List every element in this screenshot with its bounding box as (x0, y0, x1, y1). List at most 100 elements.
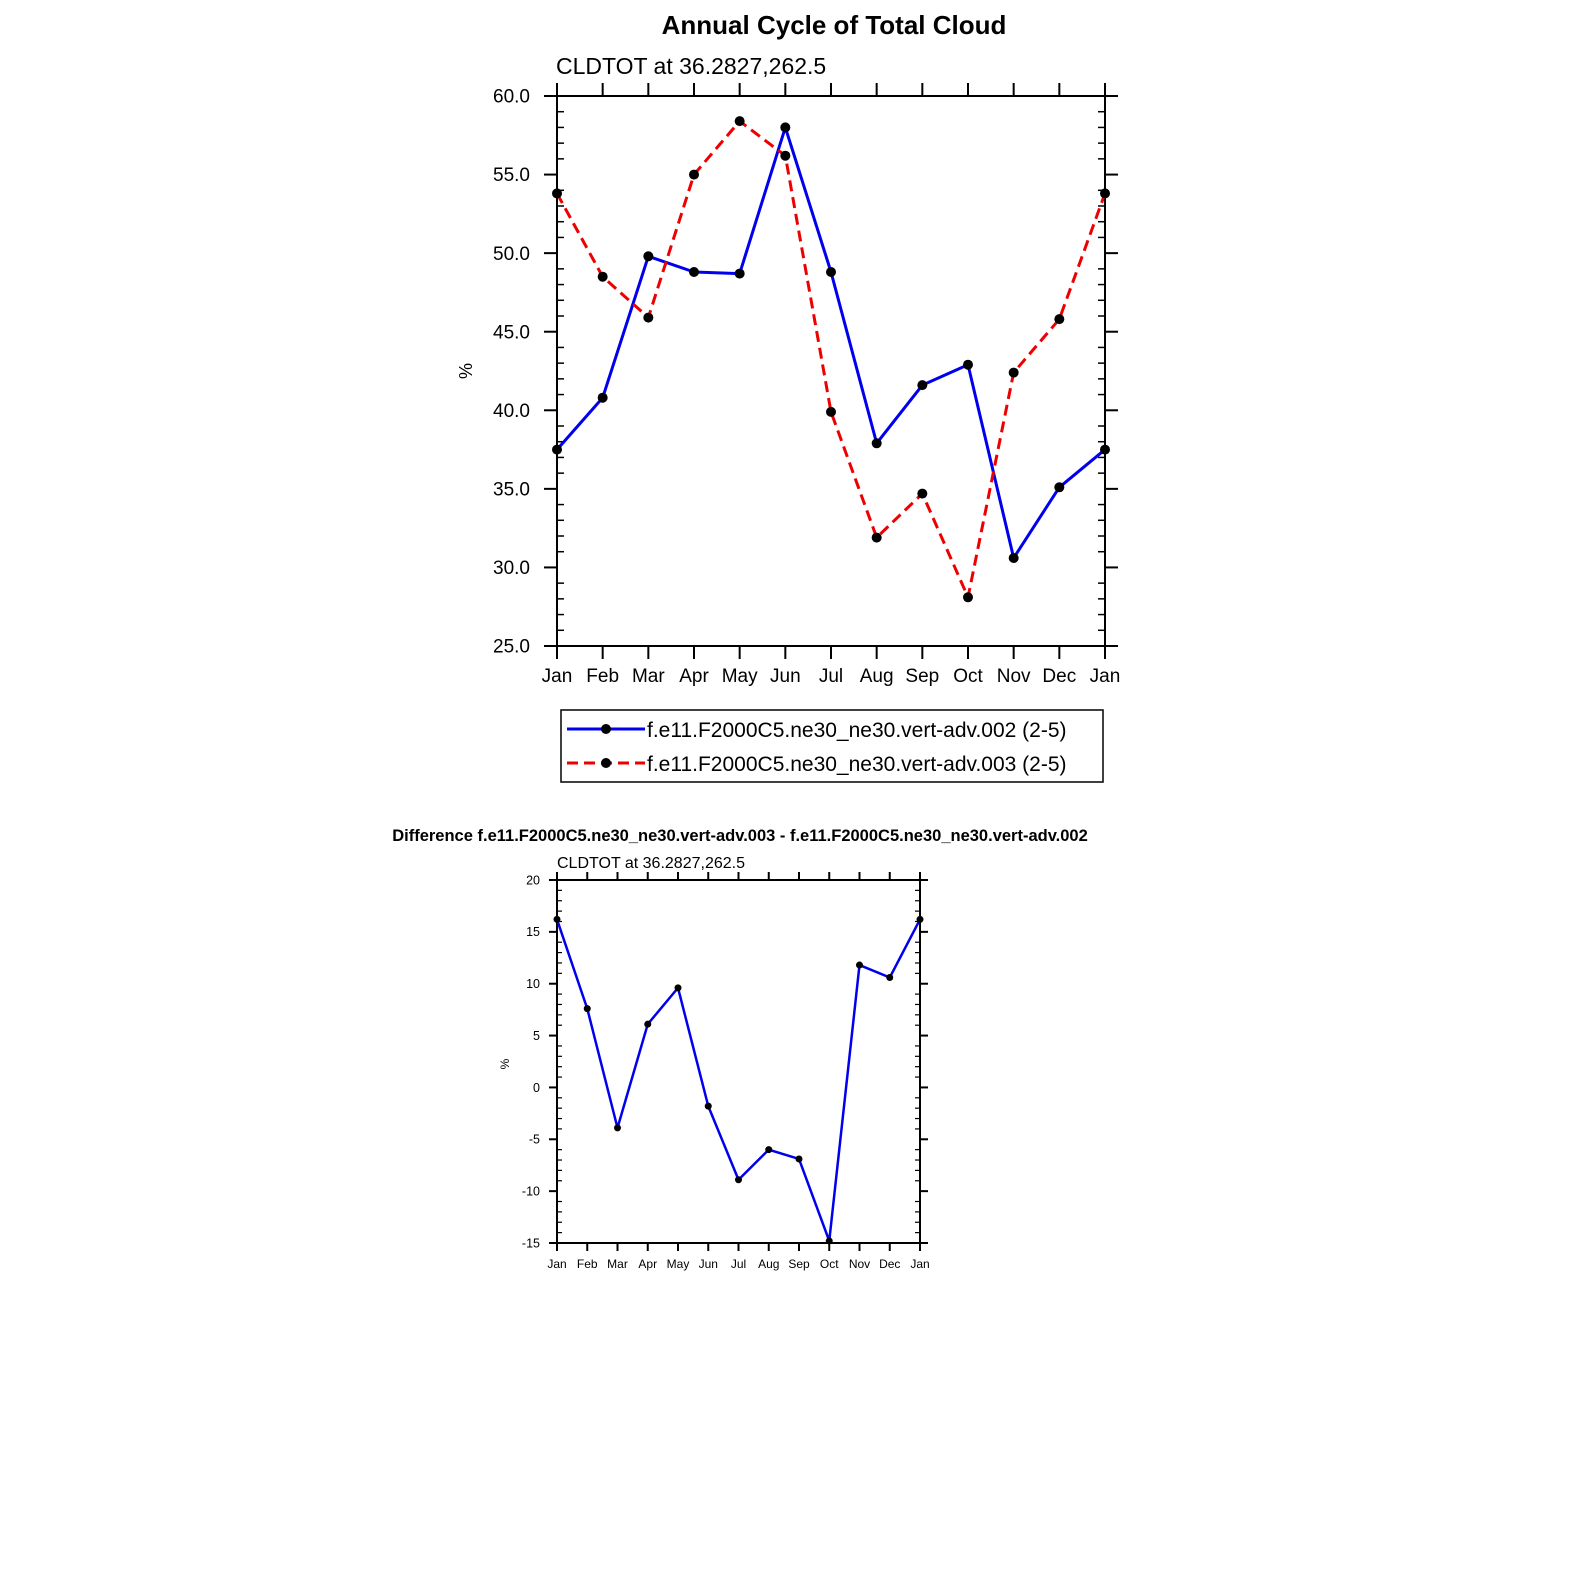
legend-marker-series2 (601, 758, 611, 768)
chart2-xtick-label: Jan (547, 1257, 566, 1271)
chart1-legend: f.e11.F2000C5.ne30_ne30.vert-adv.002 (2-… (560, 709, 1104, 783)
chart1-series-2-point (643, 312, 654, 323)
chart1-plot: Jan Feb Mar Apr May Jun Jul Aug Sep Oct Nov Dec Jan 2… (493, 83, 1120, 687)
chart1-subtitle: CLDTOT at 36.2827,262.5 (556, 53, 826, 79)
chart2-subtitle: CLDTOT at 36.2827,262.5 (557, 855, 745, 872)
chart1-ytick-label: 55.0 (493, 165, 530, 186)
chart2-xtick-label: Apr (638, 1257, 657, 1271)
chart1-xtick-label: Oct (953, 666, 983, 687)
chart1-series-2-point (689, 169, 699, 180)
chart2-ytick-label: -10 (522, 1185, 540, 1199)
chart2-series-1-line (555, 918, 922, 1243)
chart2-xtick-label: Jul (731, 1257, 746, 1271)
legend-marker-series1 (601, 724, 611, 734)
chart2-series-1-point (583, 1005, 591, 1013)
chart1-xtick-label: Sep (905, 666, 939, 687)
chart1-ytick-label: 25.0 (493, 637, 530, 658)
chart2-series-1-point (553, 915, 561, 923)
chart2-series-1-point (856, 961, 863, 969)
chart1-xtick-label: Nov (997, 666, 1031, 687)
chart1-frame (556, 95, 1106, 647)
chart2-xtick-label: May (667, 1257, 690, 1271)
chart2-ytick-label: 15 (526, 925, 540, 939)
chart1-ytick-label: 30.0 (493, 558, 530, 579)
chart1-series-1-point (917, 380, 928, 391)
chart1-series-1-point (1100, 444, 1110, 455)
legend-label-series2: f.e11.F2000C5.ne30_ne30.vert-adv.003 (2-… (647, 753, 1067, 776)
chart2-xtick-label: Dec (879, 1257, 900, 1271)
chart1-series-2-point (597, 271, 608, 282)
chart1-series-1-point (689, 267, 699, 277)
chart2-xtick-label: Nov (849, 1257, 870, 1271)
chart2-xtick-label: Feb (577, 1257, 598, 1271)
chart1-xtick-label: Jan (1090, 666, 1121, 687)
chart1-series-1-point (734, 268, 745, 279)
chart1-series-1-point (1008, 553, 1019, 563)
chart1-xtick-label: Feb (586, 666, 619, 687)
chart1-series-1-point (871, 438, 882, 449)
chart2-plot: Jan Feb Mar Apr May Jun Jul Aug Sep Oct Nov Dec Jan-… (522, 872, 930, 1271)
chart1-series-2-line (555, 119, 1107, 599)
chart1-series-2-point (917, 488, 928, 499)
chart1-xtick-label: Mar (632, 666, 665, 687)
chart2-ytick-label: 10 (526, 977, 540, 991)
chart1-series-2-point (780, 150, 791, 161)
chart2-xtick-label: Sep (788, 1257, 810, 1271)
chart1-series-2-point (734, 116, 745, 127)
main-title: Annual Cycle of Total Cloud (662, 10, 1007, 40)
chart1-series-1-point (780, 122, 791, 133)
chart2-series-1-point (674, 984, 682, 992)
chart1-ytick-label: 60.0 (493, 87, 530, 108)
chart2-series-1-point (704, 1102, 712, 1110)
chart2-xtick-label: Mar (607, 1257, 628, 1271)
chart1-series-2-point (871, 532, 882, 543)
difference-title: Difference f.e11.F2000C5.ne30_ne30.vert-… (392, 827, 1088, 845)
chart2-series-1-point (614, 1124, 621, 1132)
chart2-xtick-label: Oct (820, 1257, 839, 1271)
chart2-ytick-label: 20 (526, 873, 540, 887)
chart1-series-1-point (1054, 482, 1065, 493)
chart1-ytick-label: 50.0 (493, 244, 530, 265)
chart2-xtick-label: Jan (910, 1257, 929, 1271)
chart1-series-2-point (1008, 367, 1019, 378)
chart1-ylabel: % (456, 363, 476, 379)
chart2-series-1-point (765, 1146, 773, 1154)
chart2-ytick-label: -5 (529, 1133, 540, 1147)
chart2-ytick-label: -15 (522, 1236, 540, 1250)
chart2-series-1-point (735, 1176, 742, 1184)
chart1-xtick-label: Jan (542, 666, 573, 687)
chart1-ytick-label: 35.0 (493, 480, 530, 501)
chart1-ytick-label: 40.0 (493, 401, 530, 422)
chart1-xtick-label: May (722, 666, 758, 687)
legend-frame (560, 709, 1104, 783)
chart2-series-1-point (644, 1020, 652, 1028)
chart1-series-1-line (555, 125, 1106, 560)
chart2-series-1-point (795, 1155, 803, 1163)
chart2-series-1-point (825, 1237, 833, 1245)
chart2-ylabel: % (498, 1058, 512, 1069)
chart1-series-1-point (597, 392, 608, 403)
chart2-series-1-point (916, 915, 924, 923)
chart1-xtick-label: Dec (1042, 666, 1076, 687)
chart1-xtick-label: Apr (679, 666, 709, 687)
chart2-frame (556, 879, 921, 1244)
chart1-series-2-point (552, 188, 562, 199)
chart1-series-2-point (1054, 314, 1065, 325)
chart2-xtick-label: Aug (758, 1257, 779, 1271)
chart1-series-1-point (643, 251, 654, 262)
chart1-series-2-point (826, 406, 836, 417)
chart1-xtick-label: Aug (860, 666, 894, 687)
chart1-series-1-point (826, 267, 836, 277)
chart1-series-2-point (1100, 188, 1110, 199)
chart2-ytick-label: 0 (533, 1081, 540, 1095)
chart1-series-2-point (963, 592, 973, 603)
chart2-series-1-point (886, 973, 894, 981)
chart1-series-1-point (552, 444, 562, 455)
chart2-xtick-label: Jun (699, 1257, 718, 1271)
chart1-xtick-label: Jun (770, 666, 801, 687)
chart1-series-1-point (963, 359, 973, 370)
chart1-xtick-label: Jul (819, 666, 843, 687)
legend-label-series1: f.e11.F2000C5.ne30_ne30.vert-adv.002 (2-… (647, 719, 1067, 742)
chart2-ytick-label: 5 (533, 1029, 540, 1043)
